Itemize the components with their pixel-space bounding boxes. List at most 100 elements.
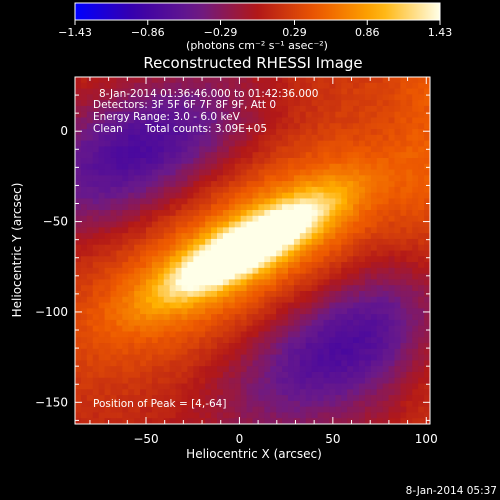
heatmap-cell (359, 319, 366, 327)
heatmap-cell (341, 186, 348, 194)
heatmap-cell (211, 319, 218, 327)
heatmap-cell (276, 418, 283, 424)
detectors-text: Detectors: 3F 5F 6F 7F 8F 9F, Att 0 (93, 99, 276, 111)
heatmap-cell (270, 273, 277, 281)
heatmap-cell (199, 163, 206, 171)
heatmap-cell (299, 302, 307, 309)
heatmap-cell (394, 343, 402, 350)
heatmap-cell (234, 117, 242, 124)
heatmap-cell (157, 267, 165, 275)
heatmap-cell (110, 290, 118, 298)
heatmap-cell (75, 88, 82, 95)
heatmap-cell (282, 273, 289, 281)
heatmap-cell (400, 140, 407, 147)
heatmap-cell (157, 210, 165, 217)
heatmap-cell (323, 105, 331, 113)
heatmap-cell (151, 273, 159, 281)
heatmap-cell (270, 244, 277, 252)
heatmap-cell (252, 105, 260, 113)
heatmap-cell (382, 343, 390, 350)
heatmap-cell (323, 146, 331, 153)
heatmap-cell (146, 262, 153, 269)
heatmap-cell (140, 377, 147, 385)
heatmap-cell (98, 360, 106, 367)
heatmap-cell (222, 343, 230, 350)
heatmap-cell (293, 296, 301, 304)
heatmap-cell (299, 233, 307, 240)
heatmap-cell (329, 308, 336, 315)
heatmap-cell (116, 82, 123, 90)
heatmap-cell (282, 319, 289, 327)
heatmap-cell (305, 105, 313, 113)
heatmap-cell (134, 244, 141, 252)
heatmap-cell (181, 129, 189, 136)
heatmap-cell (222, 383, 230, 390)
heatmap-cell (104, 157, 112, 165)
heatmap-cell (388, 395, 396, 402)
heatmap-cell (98, 302, 106, 309)
heatmap-cell (388, 233, 396, 240)
heatmap-cell (317, 94, 325, 101)
heatmap-cell (110, 319, 118, 327)
heatmap-cell (305, 204, 313, 211)
heatmap-cell (347, 412, 354, 419)
heatmap-cell (187, 308, 194, 315)
heatmap-cell (264, 296, 271, 304)
heatmap-cell (222, 273, 230, 281)
heatmap-cell (406, 169, 413, 176)
heatmap-cell (187, 181, 194, 188)
heatmap-cell (116, 227, 123, 234)
heatmap-cell (382, 152, 390, 159)
heatmap-cell (75, 100, 82, 107)
heatmap-cell (376, 140, 384, 147)
heatmap-cell (240, 395, 248, 402)
heatmap-cell (246, 221, 254, 228)
heatmap-cell (181, 238, 189, 246)
heatmap-cell (211, 377, 218, 385)
heatmap-cell (323, 169, 331, 176)
heatmap-cell (163, 94, 171, 101)
heatmap-cell (264, 383, 271, 390)
heatmap-cell (217, 371, 224, 379)
heatmap-cell (234, 157, 242, 165)
heatmap-cell (276, 244, 283, 252)
heatmap-cell (110, 233, 118, 240)
heatmap-cell (217, 88, 224, 95)
heatmap-cell (146, 105, 153, 113)
heatmap-cell (276, 215, 283, 223)
heatmap-cell (412, 337, 419, 344)
heatmap-cell (128, 169, 135, 176)
heatmap-cell (329, 105, 336, 113)
heatmap-cell (353, 273, 360, 281)
heatmap-cell (134, 140, 141, 147)
heatmap-cell (305, 308, 313, 315)
heatmap-cell (80, 296, 88, 304)
heatmap-cell (187, 360, 194, 367)
heatmap-cell (288, 262, 295, 269)
heatmap-cell (80, 221, 88, 228)
heatmap-cell (157, 88, 165, 95)
heatmap-cell (317, 308, 325, 315)
heatmap-cell (353, 412, 360, 419)
heatmap-cell (146, 146, 153, 153)
heatmap-cell (359, 123, 366, 130)
heatmap-cell (282, 389, 289, 396)
heatmap-cell (240, 325, 248, 333)
heatmap-cell (128, 302, 135, 309)
heatmap-cell (169, 343, 177, 350)
heatmap-cell (252, 134, 260, 142)
heatmap-cell (134, 227, 141, 234)
heatmap-cell (382, 244, 390, 252)
heatmap-cell (394, 285, 402, 292)
heatmap-cell (364, 88, 372, 95)
heatmap-cell (347, 279, 354, 286)
heatmap-cell (116, 308, 123, 315)
heatmap-cell (329, 140, 336, 147)
heatmap-cell (276, 163, 283, 171)
heatmap-cell (151, 395, 159, 402)
heatmap-cell (388, 134, 396, 142)
heatmap-cell (222, 308, 230, 315)
heatmap-cell (305, 366, 313, 373)
heatmap-cell (305, 273, 313, 281)
heatmap-cell (364, 77, 372, 84)
